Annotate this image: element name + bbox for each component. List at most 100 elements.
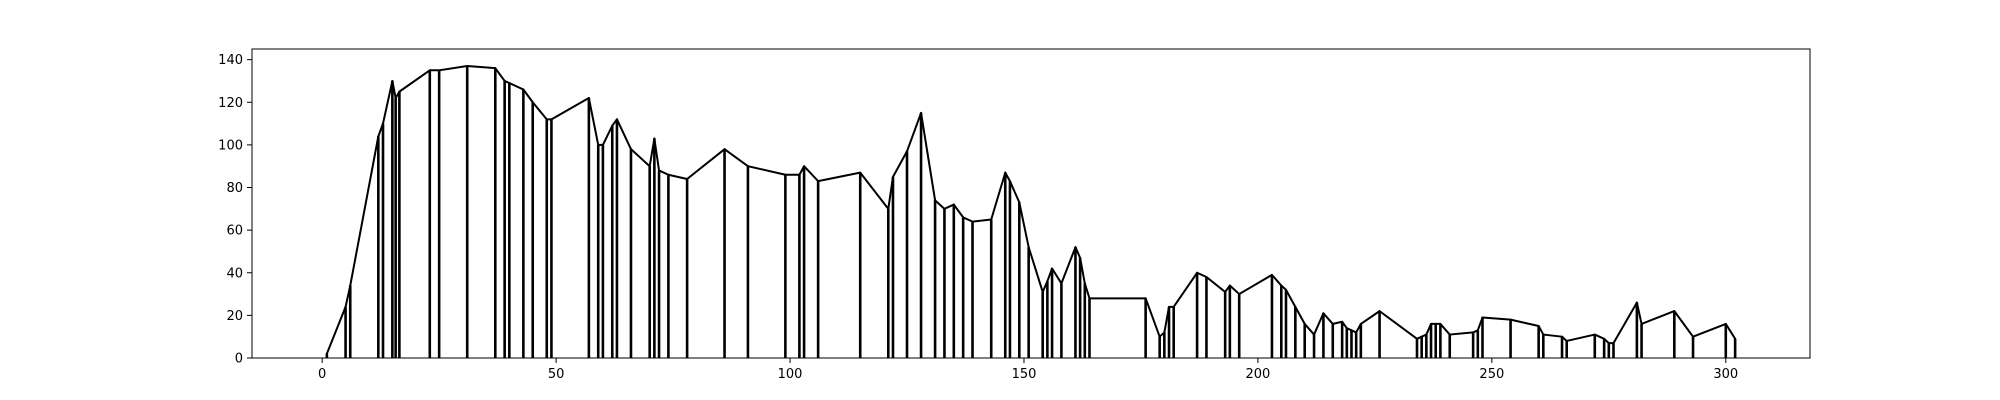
- series-line-segment: [615, 118, 632, 151]
- series-line-segment: [658, 169, 670, 176]
- series-line-segment: [723, 148, 749, 168]
- series-line-segment: [1238, 273, 1273, 296]
- series-line-segment: [1224, 284, 1231, 293]
- series-line-segment: [798, 165, 806, 176]
- series-line-segment: [398, 69, 431, 93]
- series-line-segment: [1079, 256, 1086, 285]
- y-tick-label: 0: [235, 352, 243, 367]
- series-line-segment: [1425, 322, 1433, 336]
- y-tick-label: 120: [218, 96, 243, 111]
- series-line-segment: [438, 65, 469, 72]
- plot-frame: [251, 48, 1811, 359]
- series-line-segment: [906, 111, 923, 153]
- series-line-segment: [934, 199, 946, 210]
- y-tick-label: 20: [226, 309, 243, 324]
- series-line-segment: [349, 135, 380, 287]
- series-line-segment: [962, 216, 974, 223]
- series-line-segment: [391, 79, 397, 100]
- series-group: [325, 65, 1737, 355]
- series-line-segment: [1724, 322, 1737, 340]
- series-line-segment: [1018, 201, 1030, 249]
- series-line-segment: [1004, 171, 1011, 183]
- series-line-segment: [1083, 282, 1091, 300]
- series-line-segment: [1280, 284, 1287, 291]
- series-line-segment: [1046, 267, 1054, 283]
- series-line-segment: [1635, 301, 1643, 325]
- y-tick-label: 40: [226, 266, 243, 281]
- series-line-segment: [377, 122, 385, 138]
- series-line-segment: [1172, 271, 1199, 308]
- x-tick-label: 50: [548, 367, 565, 382]
- series-line-segment: [817, 171, 862, 183]
- x-tick-label: 100: [778, 367, 803, 382]
- series-line-segment: [1673, 310, 1695, 338]
- series-line-segment: [629, 148, 651, 168]
- series-line-segment: [344, 284, 352, 308]
- series-line-segment: [746, 165, 787, 176]
- series-line-segment: [1205, 276, 1227, 293]
- series-line-segment: [1448, 331, 1475, 336]
- series-line-segment: [550, 97, 590, 121]
- series-line-segment: [1612, 301, 1638, 345]
- series-line-segment: [1561, 335, 1568, 342]
- series-line-segment: [466, 65, 497, 70]
- series-line-segment: [1378, 310, 1418, 340]
- x-tick-label: 200: [1246, 367, 1271, 382]
- series-line-segment: [325, 305, 347, 355]
- series-line-segment: [1359, 310, 1381, 325]
- series-line-segment: [1163, 305, 1171, 334]
- series-line-segment: [1476, 316, 1484, 332]
- series-line-segment: [1027, 246, 1044, 293]
- series-line-segment: [1051, 267, 1063, 285]
- series-line-segment: [1542, 333, 1564, 338]
- series-line-segment: [1692, 322, 1727, 338]
- series-line-segment: [1196, 271, 1208, 279]
- series-line-segment: [1284, 288, 1297, 308]
- x-tick-label: 150: [1012, 367, 1037, 382]
- series-line-segment: [601, 124, 614, 146]
- series-line-segment: [1041, 280, 1049, 293]
- series-line-segment: [1355, 322, 1362, 334]
- series-line-segment: [611, 118, 618, 127]
- series-line-segment: [1593, 333, 1606, 340]
- x-tick-label: 300: [1713, 367, 1738, 382]
- series-line-segment: [1481, 316, 1512, 321]
- series-line-segment: [920, 111, 937, 202]
- series-line-segment: [943, 203, 955, 210]
- series-line-segment: [891, 150, 909, 178]
- series-line-segment: [382, 79, 394, 125]
- series-line-segment: [1270, 273, 1283, 287]
- series-line-segment: [1341, 320, 1348, 330]
- series-line-segment: [1537, 325, 1545, 336]
- series-line-segment: [1439, 322, 1451, 336]
- series-line-segment: [1228, 284, 1241, 296]
- y-tick-label: 140: [218, 53, 243, 68]
- drop-lines-group: [325, 66, 1737, 358]
- series-line-segment: [686, 148, 726, 180]
- series-line-segment: [1640, 310, 1676, 325]
- series-line-segment: [803, 165, 820, 183]
- series-line-segment: [859, 171, 890, 210]
- series-line-segment: [1144, 297, 1161, 338]
- series-line-segment: [653, 137, 661, 172]
- series-line-segment: [1294, 305, 1306, 325]
- series-line-segment: [1509, 318, 1540, 328]
- series-line-segment: [394, 90, 401, 100]
- series-line-segment: [1074, 246, 1082, 259]
- series-line-segment: [648, 137, 656, 168]
- y-tick-label: 60: [226, 224, 243, 239]
- series-line-segment: [1158, 331, 1166, 338]
- series-line-segment: [1322, 312, 1334, 325]
- y-axis: 0 20 40 60 80 100 120 140: [218, 53, 252, 367]
- series-line-segment: [971, 218, 993, 223]
- series-line-segment: [1008, 180, 1021, 204]
- series-line-segment: [1331, 320, 1344, 325]
- series-line-segment: [587, 97, 600, 146]
- series-line-segment: [522, 88, 534, 104]
- y-tick-label: 80: [226, 181, 243, 196]
- y-tick-label: 100: [218, 138, 243, 153]
- series-line-segment: [887, 175, 894, 210]
- x-tick-label: 250: [1479, 367, 1504, 382]
